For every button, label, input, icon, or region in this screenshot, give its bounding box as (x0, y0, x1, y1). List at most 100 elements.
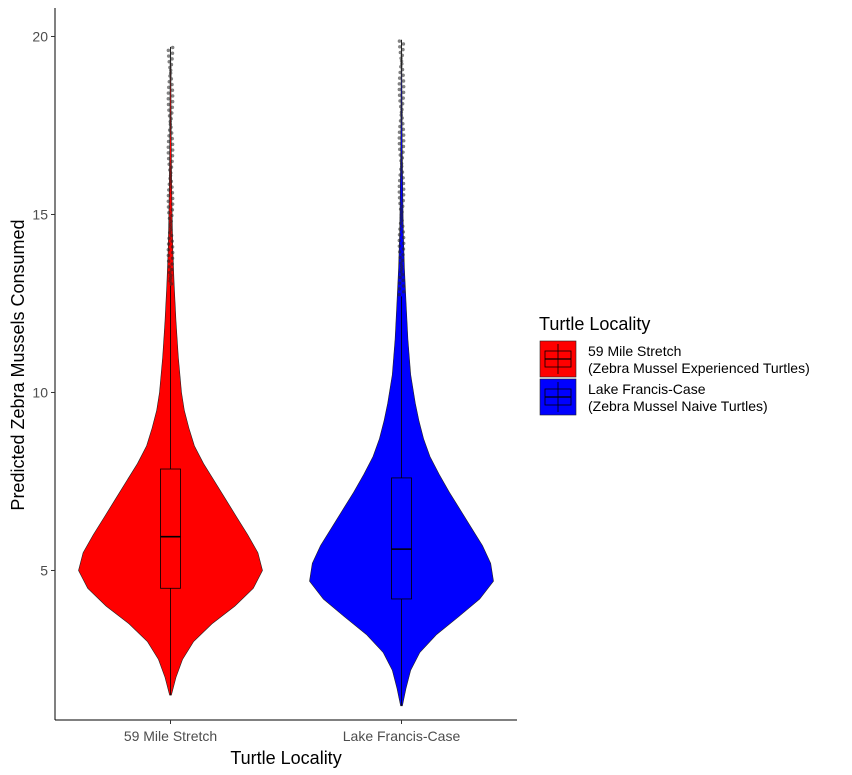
outlier-point (400, 204, 405, 209)
outlier-point (401, 139, 406, 143)
outlier-point (398, 255, 402, 260)
outlier-point (166, 91, 171, 95)
outlier-point (169, 219, 173, 223)
outlier-point (397, 184, 402, 189)
outlier-point (401, 278, 405, 283)
outlier-point (169, 267, 174, 272)
outlier-point (398, 221, 403, 226)
y-tick-label: 15 (32, 206, 48, 222)
outlier-point (170, 51, 175, 55)
outlier-point (397, 250, 402, 254)
x-axis-ticks: 59 Mile Stretch Lake Francis-Case (124, 720, 460, 744)
outlier-point (401, 73, 405, 78)
outlier-point (401, 230, 406, 234)
outlier-point (168, 65, 172, 70)
outlier-point (397, 292, 402, 297)
y-tick-label: 5 (40, 562, 48, 578)
x-tick-label: 59 Mile Stretch (124, 728, 217, 744)
outlier-point (397, 238, 402, 243)
outlier-point (398, 104, 403, 109)
outlier-point (170, 256, 175, 261)
outlier-point (401, 241, 406, 246)
outlier-point (401, 47, 405, 52)
outlier-point (167, 265, 171, 269)
outlier-point (400, 107, 404, 112)
outlier-point (400, 102, 405, 106)
legend-label-2: Lake Francis-Case (588, 381, 706, 397)
outlier-point (167, 188, 171, 192)
outlier-point (399, 270, 403, 274)
y-tick-label: 20 (32, 28, 48, 44)
outlier-point (397, 93, 402, 97)
outlier-point (398, 99, 402, 103)
outlier-point (400, 170, 405, 174)
outlier-point (170, 82, 174, 87)
outlier-point (399, 158, 403, 163)
outlier-point (400, 210, 404, 214)
outlier-point (401, 235, 406, 240)
y-axis-ticks: 5 10 15 20 (32, 28, 55, 578)
outlier-point (170, 148, 175, 152)
outlier-point (401, 150, 405, 154)
outlier-point (398, 153, 403, 157)
outlier-point (166, 199, 171, 204)
outlier-point (170, 142, 175, 147)
outlier-point (401, 144, 406, 149)
outlier-point (170, 250, 175, 255)
outlier-point (401, 96, 405, 100)
outlier-point (169, 165, 174, 169)
outlier-point (169, 233, 174, 238)
y-tick-label: 10 (32, 384, 48, 400)
outlier-point (166, 85, 171, 90)
outlier-point (400, 67, 405, 72)
outlier-point (399, 264, 404, 268)
outlier-point (170, 105, 175, 110)
outlier-point (397, 195, 402, 200)
outlier-point (401, 252, 405, 257)
outlier-point (167, 182, 172, 186)
outlier-point (167, 134, 171, 138)
outlier-point (398, 50, 403, 55)
outlier-point (401, 42, 406, 46)
outlier-point (167, 108, 171, 112)
outlier-point (401, 247, 406, 251)
outlier-point (170, 45, 175, 50)
outlier-point (397, 147, 402, 152)
outlier-point (170, 239, 174, 243)
outlier-point (397, 233, 402, 237)
outlier-point (166, 151, 171, 155)
outlier-point (397, 190, 402, 194)
outlier-point (166, 247, 171, 252)
outlier-point (401, 187, 406, 191)
outlier-point (401, 193, 406, 197)
outlier-point (170, 208, 175, 212)
outlier-point (167, 60, 171, 64)
x-axis-title: Turtle Locality (230, 748, 341, 768)
box-2 (391, 477, 412, 600)
outlier-point (168, 270, 172, 275)
outlier-point (169, 62, 174, 67)
outlier-point (397, 141, 402, 146)
legend: Turtle Locality 59 Mile Stretch (Zebra M… (539, 314, 810, 416)
outlier-point (168, 176, 172, 181)
outlier-point (397, 82, 402, 86)
outlier-point (401, 181, 406, 186)
outlier-point (167, 114, 172, 118)
outlier-point (401, 224, 405, 228)
outlier-point (166, 145, 171, 149)
outlier-point (399, 161, 404, 166)
outlier-point (397, 39, 402, 43)
outlier-point (166, 156, 171, 161)
outlier-point (167, 216, 172, 221)
outlier-point (399, 213, 404, 217)
outlier-point (397, 244, 402, 248)
outlier-point (397, 136, 402, 140)
outlier-point (169, 77, 174, 81)
outlier-point (170, 111, 174, 115)
outlier-point (401, 176, 405, 180)
outlier-point (166, 253, 171, 258)
legend-title: Turtle Locality (539, 314, 650, 334)
outlier-point (400, 156, 405, 160)
outlier-point (170, 202, 175, 206)
outlier-point (168, 68, 173, 73)
